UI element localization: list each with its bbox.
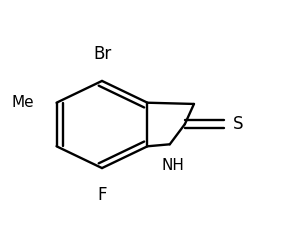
Text: S: S (233, 115, 243, 133)
Text: F: F (97, 186, 107, 204)
Text: Me: Me (11, 95, 34, 110)
Text: Br: Br (93, 46, 111, 63)
Text: NH: NH (162, 158, 185, 173)
